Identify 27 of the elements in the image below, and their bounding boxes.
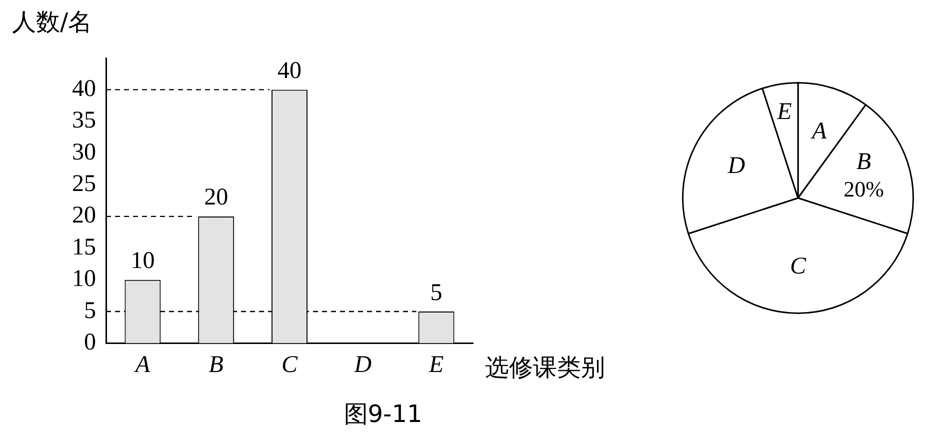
y-tick-label: 40 <box>72 76 96 102</box>
caption: 图9-11 <box>342 399 424 430</box>
x-axis-title: 选修课类别 <box>485 353 605 382</box>
slice-label: E <box>776 98 792 125</box>
slice-label: A <box>810 118 828 145</box>
y-tick-label: 20 <box>72 202 96 229</box>
data-label: 40 <box>278 58 302 84</box>
x-tick-label: E <box>428 352 444 378</box>
slice-label: B <box>856 148 872 175</box>
y-tick-label: 25 <box>72 171 96 198</box>
data-label: 20% <box>844 176 884 202</box>
y-tick-label: 5 <box>84 298 96 324</box>
y-tick-label: 10 <box>72 266 96 292</box>
y-tick-label: 35 <box>72 108 96 134</box>
x-tick-label: A <box>133 352 150 378</box>
data-label: 10 <box>130 248 155 274</box>
y-axis-title: 人数/名 <box>12 8 92 36</box>
slice-label: D <box>726 152 746 179</box>
x-tick-label: B <box>208 352 224 378</box>
x-tick-label: C <box>281 352 298 378</box>
y-tick-label: 15 <box>72 234 96 260</box>
y-tick-label: 30 <box>72 139 96 166</box>
y-tick-label: 0 <box>84 329 96 356</box>
x-tick-label: D <box>353 352 372 378</box>
data-label: 5 <box>430 280 442 306</box>
slice-label: C <box>790 253 807 280</box>
data-label: 20 <box>204 184 228 211</box>
